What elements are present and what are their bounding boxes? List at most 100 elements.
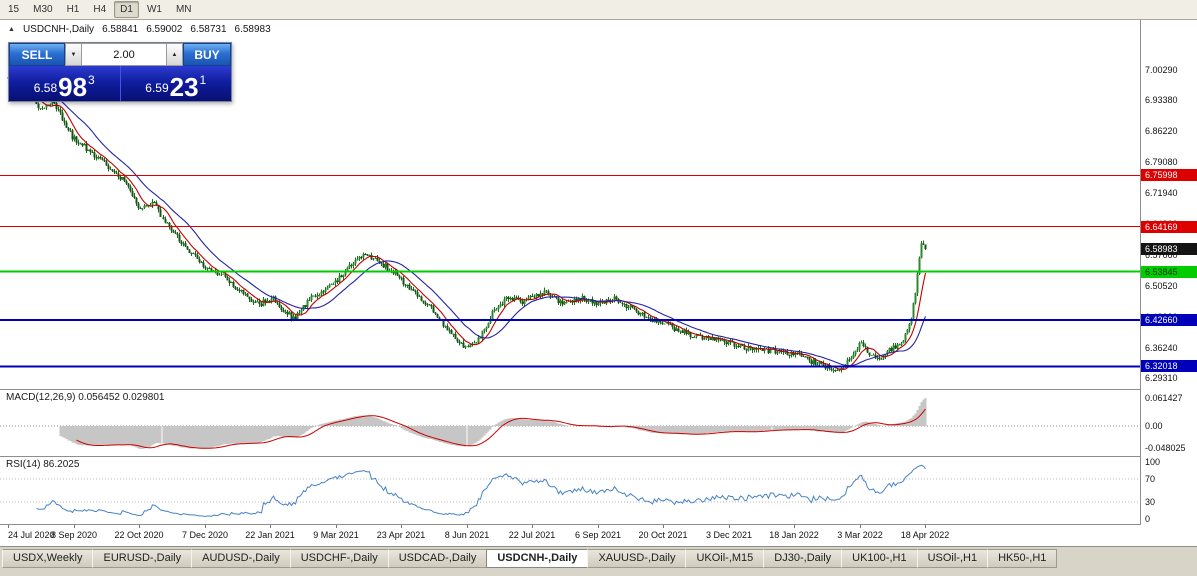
macd-histogram	[59, 398, 927, 449]
time-axis-tick	[270, 525, 271, 528]
rsi-header: RSI(14) 86.2025	[6, 459, 80, 470]
level-price-label: 6.32018	[1141, 360, 1197, 373]
price-axis-tick: 6.93380	[1145, 94, 1178, 105]
time-axis-label: 18 Apr 2022	[900, 530, 950, 540]
price-axis-tick: 6.36240	[1145, 342, 1178, 353]
chart-tab-usdchf-daily[interactable]: USDCHF-,Daily	[289, 549, 389, 568]
timeframe-button-mn[interactable]: MN	[175, 4, 192, 15]
time-axis-tick	[663, 525, 664, 528]
time-axis-tick	[401, 525, 402, 528]
chart-background[interactable]	[0, 20, 1197, 546]
timeframe-toolbar: 15 M30 H1 H4 D1 W1 MN	[0, 0, 1197, 20]
trade-options-dropdown-icon[interactable]: ▼	[65, 43, 82, 66]
main-chart-panel[interactable]	[0, 20, 1140, 389]
time-axis[interactable]: 24 Jul 2020 8 Sep 2020 22 Oct 2020 7 Dec 20…	[0, 525, 1141, 546]
rsi-line	[36, 464, 926, 517]
time-axis-tick	[205, 525, 206, 528]
price-axis-tick: 6.50520	[1145, 280, 1178, 291]
chart-tab-usdcnh-daily[interactable]: USDCNH-,Daily	[486, 549, 589, 568]
time-axis-label: 24 Jul 2020	[8, 530, 55, 540]
time-axis-label: 20 Oct 2021	[638, 530, 688, 540]
price-axis-tick: 7.00290	[1145, 65, 1178, 75]
timeframe-button-d1[interactable]: D1	[114, 1, 139, 18]
time-axis-label: 6 Sep 2021	[574, 530, 622, 540]
rsi-axis-label: 100	[1145, 457, 1161, 467]
ask-price-button[interactable]: 6.59 23 1	[121, 66, 232, 101]
panel-separator[interactable]	[0, 456, 1197, 457]
chart-tab-usoil-h1[interactable]: USOil-,H1	[916, 549, 989, 568]
bid-pips: 98	[58, 71, 88, 102]
price-axis-tick: 6.29310	[1145, 373, 1178, 383]
time-axis-label: 22 Jan 2021	[245, 530, 295, 540]
timeframe-button-h4[interactable]: H4	[93, 4, 107, 15]
level-price-label: 6.64169	[1141, 220, 1197, 233]
level-price-label: 6.75998	[1141, 169, 1197, 182]
chart-tab-usdx-weekly[interactable]: USDX,Weekly	[2, 549, 94, 568]
time-axis-label: 9 Mar 2021	[313, 530, 359, 540]
time-axis-label: 22 Jul 2021	[508, 530, 556, 540]
rsi-panel[interactable]	[0, 457, 1140, 524]
buy-button[interactable]: BUY	[183, 43, 231, 66]
ohlc-open: 6.58841	[102, 24, 139, 35]
chart-tab-uk100-h1[interactable]: UK100-,H1	[841, 549, 918, 568]
rsi-axis-label: 70	[1145, 474, 1156, 485]
chart-tab-eurusd-daily[interactable]: EURUSD-,Daily	[92, 549, 193, 568]
volume-up-icon[interactable]: ▲	[166, 43, 183, 66]
chart-tab-bar: USDX,Weekly EURUSD-,Daily AUDUSD-,Daily USD…	[0, 546, 1197, 576]
volume-input[interactable]	[82, 43, 166, 66]
moving-average-line[interactable]	[48, 90, 927, 367]
price-axis-tick: 6.79080	[1145, 157, 1178, 168]
level-price-label: 6.42660	[1141, 314, 1197, 327]
chart-symbol-title: USDCNH-,Daily	[22, 24, 95, 35]
chart-tab-hk50-h1[interactable]: HK50-,H1	[987, 549, 1058, 568]
time-axis-tick	[74, 525, 75, 528]
ohlc-low: 6.58731	[190, 24, 227, 35]
timeframe-button-15[interactable]: 15	[8, 4, 20, 15]
chart-tab-audusd-daily[interactable]: AUDUSD-,Daily	[191, 549, 291, 568]
time-axis-tick	[336, 525, 337, 528]
time-axis-label: 3 Mar 2022	[837, 530, 883, 540]
panel-separator[interactable]	[0, 389, 1197, 390]
time-axis-tick	[8, 525, 9, 528]
macd-signal-line	[76, 408, 926, 449]
chart-tab-usdcad-daily[interactable]: USDCAD-,Daily	[387, 549, 488, 568]
ohlc-close: 6.58983	[234, 24, 271, 35]
time-axis-tick	[532, 525, 533, 528]
moving-average-line[interactable]	[22, 75, 927, 370]
time-axis-tick	[467, 525, 468, 528]
bid-price-button[interactable]: 6.58 98 3	[9, 66, 121, 101]
price-axis-separator	[1140, 20, 1141, 546]
time-axis-label: 3 Dec 2021	[705, 530, 753, 540]
time-axis-tick	[860, 525, 861, 528]
time-axis-label: 18 Jan 2022	[769, 530, 819, 540]
ask-figure: 6.59	[145, 81, 169, 95]
bid-point: 3	[88, 73, 95, 87]
time-axis-label: 7 Dec 2020	[181, 530, 229, 540]
price-axis-tick: 6.86220	[1145, 126, 1178, 137]
chart-tab-ukoil-m15[interactable]: UKOil-,M15	[685, 549, 765, 568]
chart-tab-xauusd-daily[interactable]: XAUUSD-,Daily	[587, 549, 687, 568]
time-axis-label: 8 Jun 2021	[444, 530, 490, 540]
macd-panel[interactable]	[0, 390, 1140, 456]
macd-axis-label: 0.00	[1145, 421, 1163, 431]
macd-axis-label: -0.048025	[1145, 443, 1186, 453]
ohlc-high: 6.59002	[146, 24, 183, 35]
macd-axis-label: 0.061427	[1145, 393, 1183, 403]
time-axis-label: 8 Sep 2020	[50, 530, 98, 540]
bid-figure: 6.58	[33, 81, 58, 95]
chart-tab-dj30-daily[interactable]: DJ30-,Daily	[763, 549, 843, 568]
timeframe-button-h1[interactable]: H1	[66, 4, 80, 15]
time-axis-tick	[925, 525, 926, 528]
time-axis-tick	[139, 525, 140, 528]
price-axis[interactable]: 6.75998 6.64169 6.53845 6.42660 6.32018 7.002…	[1141, 20, 1197, 546]
macd-header: MACD(12,26,9) 0.056452 0.029801	[6, 392, 165, 403]
timeframe-button-m30[interactable]: M30	[33, 4, 53, 15]
level-price-label: 6.53845	[1141, 265, 1197, 278]
time-axis-tick	[794, 525, 795, 528]
sell-button[interactable]: SELL	[9, 43, 65, 66]
timeframe-button-w1[interactable]: W1	[146, 4, 162, 15]
rsi-axis-label: 0	[1145, 514, 1151, 524]
ask-pips: 23	[169, 71, 199, 102]
time-axis-tick	[729, 525, 730, 528]
chart-expander-icon[interactable]: ▲	[8, 26, 15, 33]
